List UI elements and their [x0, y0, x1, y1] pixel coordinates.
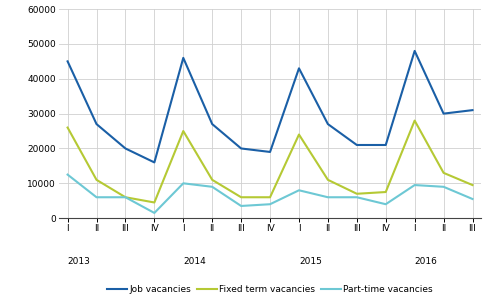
Job vacancies — [122, 147, 128, 150]
Job vacancies — [469, 108, 475, 112]
Part-time vacancies — [238, 204, 244, 208]
Job vacancies — [238, 147, 244, 150]
Fixed term vacancies — [209, 178, 215, 181]
Job vacancies — [267, 150, 273, 154]
Fixed term vacancies — [65, 126, 71, 129]
Text: 2015: 2015 — [299, 257, 322, 266]
Job vacancies — [296, 67, 302, 70]
Line: Job vacancies: Job vacancies — [68, 51, 472, 162]
Line: Fixed term vacancies: Fixed term vacancies — [68, 121, 472, 202]
Job vacancies — [383, 143, 389, 147]
Part-time vacancies — [122, 195, 128, 199]
Job vacancies — [354, 143, 360, 147]
Job vacancies — [325, 122, 331, 126]
Fixed term vacancies — [296, 133, 302, 136]
Fixed term vacancies — [238, 195, 244, 199]
Part-time vacancies — [296, 188, 302, 192]
Part-time vacancies — [354, 195, 360, 199]
Job vacancies — [412, 49, 418, 53]
Job vacancies — [209, 122, 215, 126]
Fixed term vacancies — [354, 192, 360, 196]
Fixed term vacancies — [469, 183, 475, 187]
Legend: Job vacancies, Fixed term vacancies, Part-time vacancies: Job vacancies, Fixed term vacancies, Par… — [104, 281, 436, 298]
Job vacancies — [180, 56, 186, 60]
Part-time vacancies — [151, 211, 157, 215]
Part-time vacancies — [180, 181, 186, 185]
Fixed term vacancies — [94, 178, 100, 181]
Text: 2013: 2013 — [68, 257, 90, 266]
Fixed term vacancies — [412, 119, 418, 122]
Part-time vacancies — [469, 197, 475, 201]
Line: Part-time vacancies: Part-time vacancies — [68, 175, 472, 213]
Part-time vacancies — [325, 195, 331, 199]
Part-time vacancies — [440, 185, 446, 188]
Text: 2014: 2014 — [183, 257, 206, 266]
Part-time vacancies — [412, 183, 418, 187]
Part-time vacancies — [65, 173, 71, 176]
Job vacancies — [65, 59, 71, 63]
Fixed term vacancies — [383, 190, 389, 194]
Text: 2016: 2016 — [415, 257, 437, 266]
Fixed term vacancies — [325, 178, 331, 181]
Fixed term vacancies — [180, 129, 186, 133]
Job vacancies — [440, 112, 446, 115]
Part-time vacancies — [267, 202, 273, 206]
Fixed term vacancies — [440, 171, 446, 175]
Part-time vacancies — [209, 185, 215, 188]
Fixed term vacancies — [151, 201, 157, 204]
Part-time vacancies — [94, 195, 100, 199]
Part-time vacancies — [383, 202, 389, 206]
Job vacancies — [151, 161, 157, 164]
Fixed term vacancies — [122, 195, 128, 199]
Fixed term vacancies — [267, 195, 273, 199]
Job vacancies — [94, 122, 100, 126]
